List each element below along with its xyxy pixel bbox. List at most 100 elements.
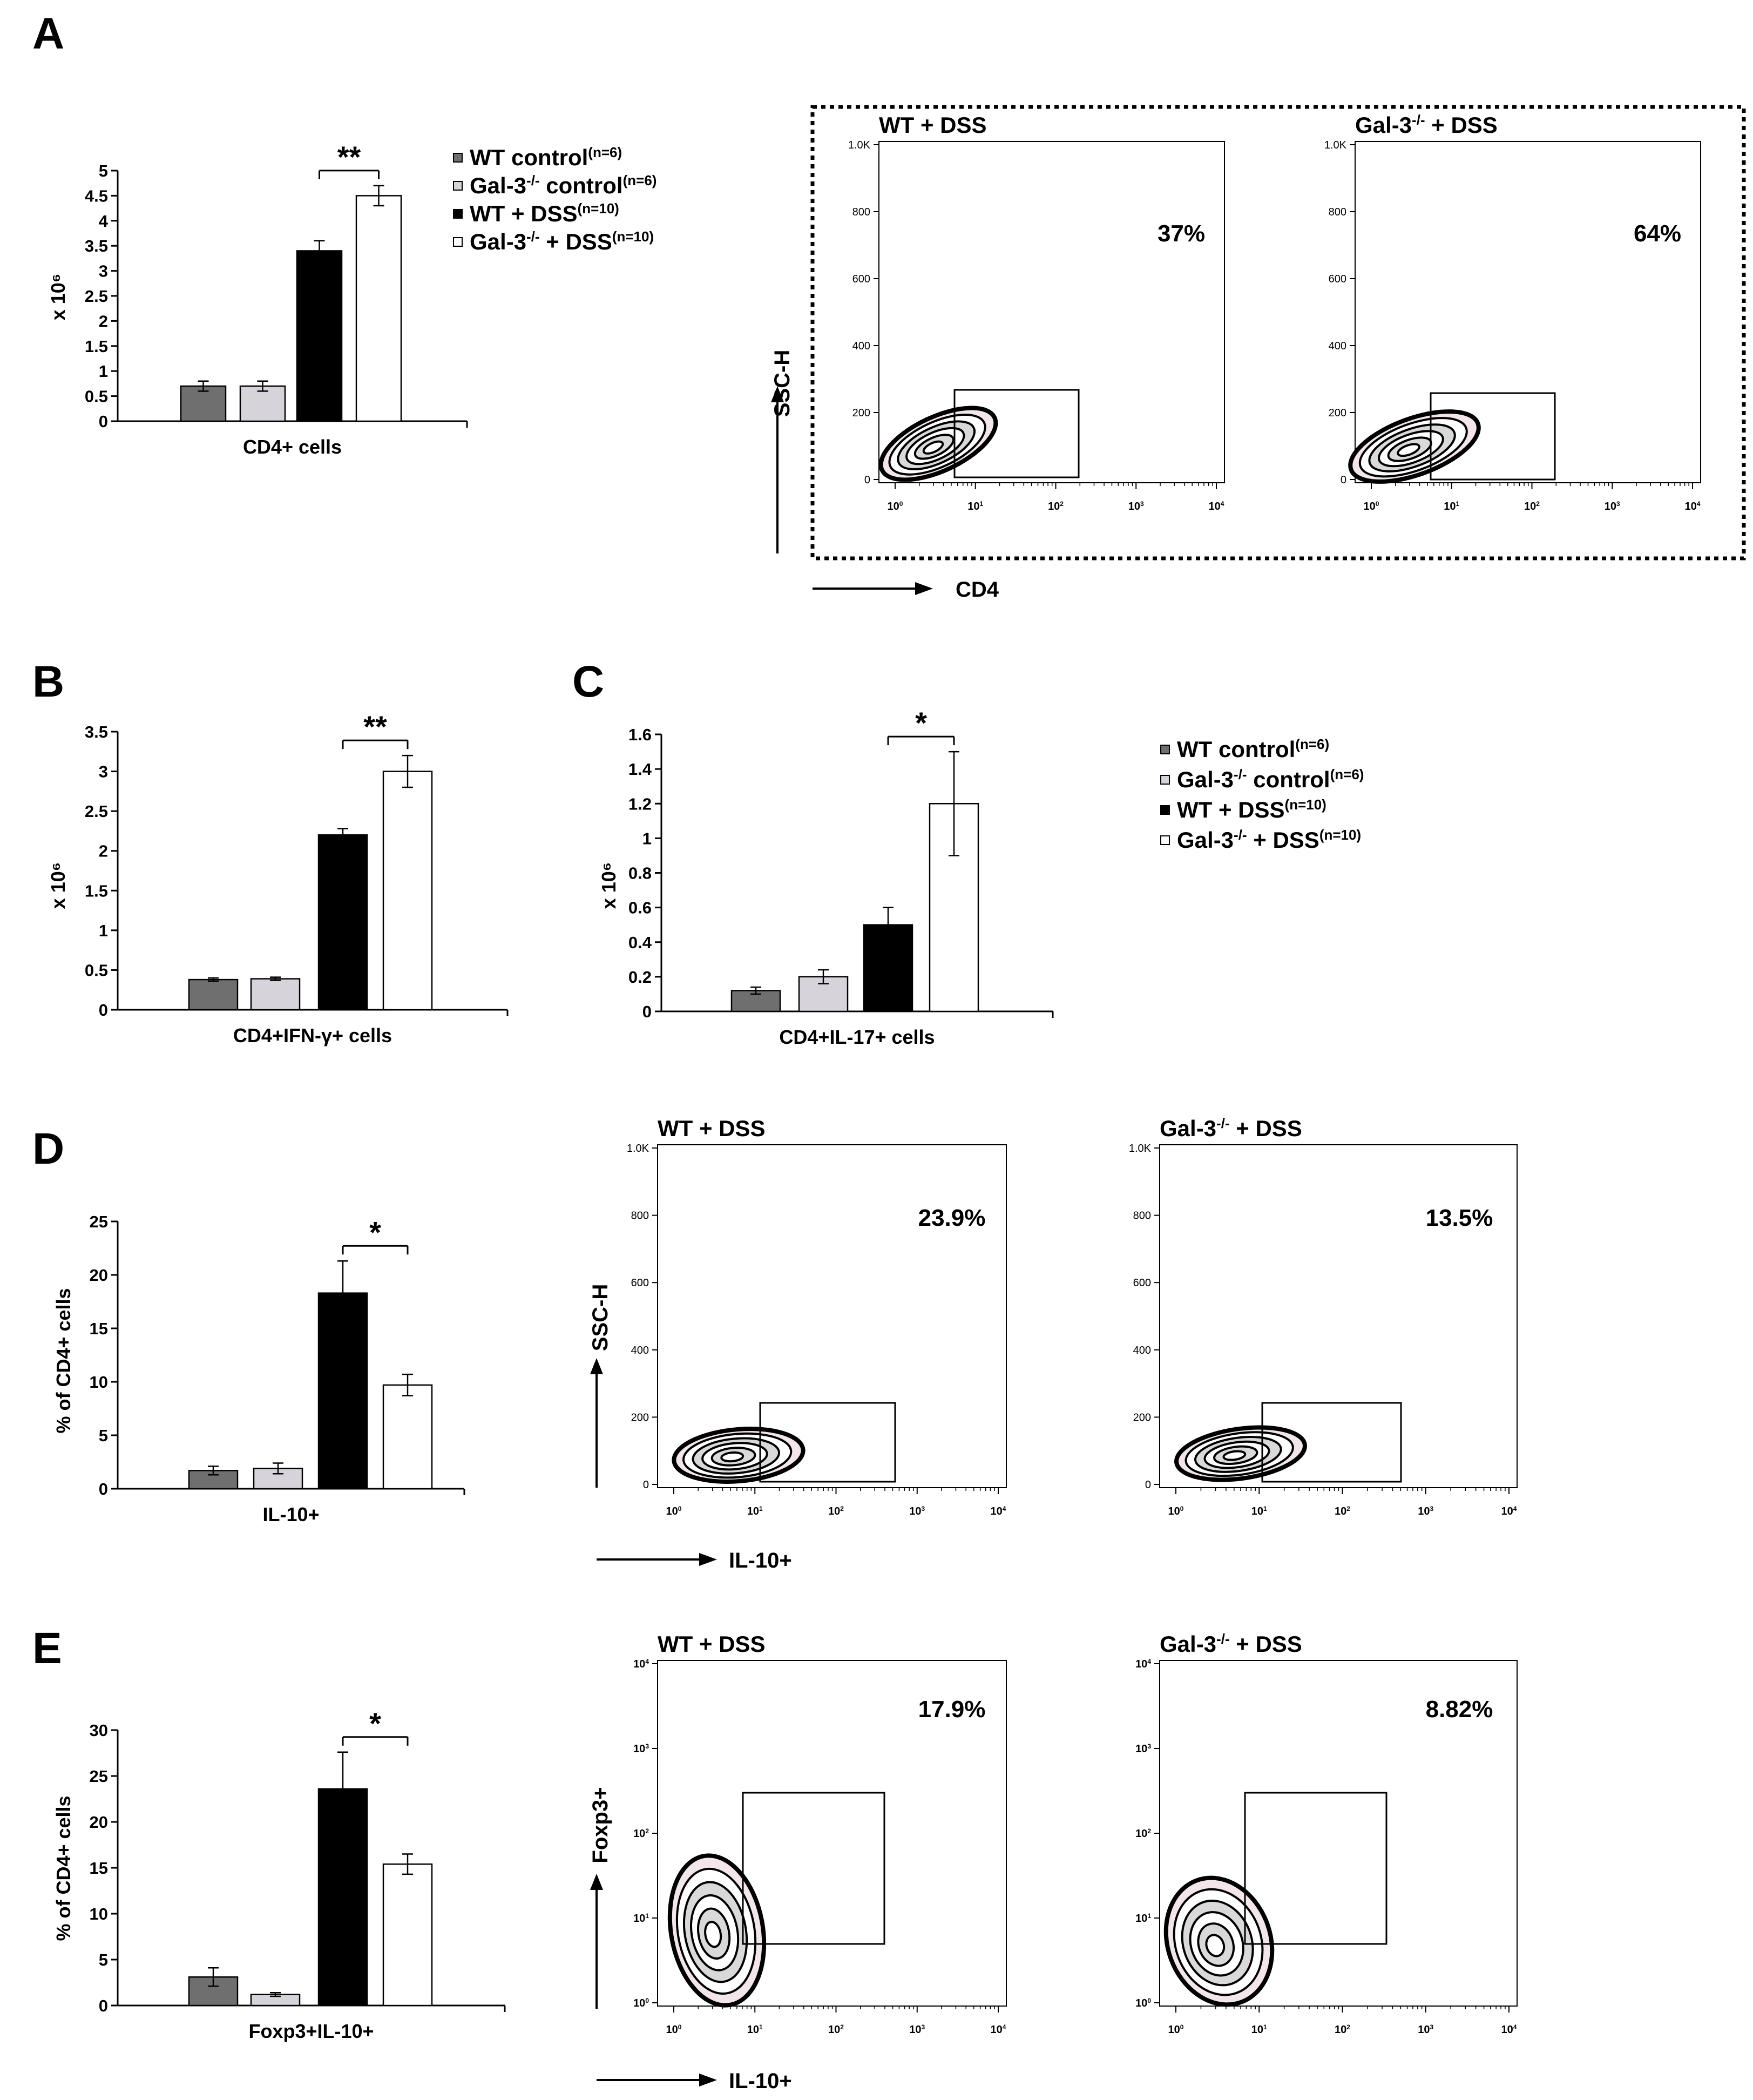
y-tick-label: 5 <box>99 1426 108 1445</box>
bar-4 <box>382 1863 433 2007</box>
flow-axes-a: SSC-H CD4 <box>770 350 999 602</box>
x-tick-label: 102 <box>1048 500 1064 512</box>
x-tick-label: 100 <box>1168 1505 1184 1517</box>
error-bar-4 <box>402 1373 413 1396</box>
significance-stars: * <box>369 1706 381 1740</box>
plot-title: WT + DSS <box>658 1631 766 1657</box>
density-contour <box>1163 1875 1275 2007</box>
gate-percentage: 17.9% <box>918 1696 986 1723</box>
significance-stars: ** <box>337 140 361 174</box>
y-tick-label: 104 <box>633 1658 649 1670</box>
contour-ring <box>1222 1450 1247 1461</box>
y-tick-label: 0 <box>642 1002 652 1021</box>
y-axis-label: % of CD4+ cells <box>52 1795 75 1941</box>
density-contour <box>878 406 998 482</box>
legend-swatch <box>1160 805 1170 815</box>
bar-chart-e: 0 5 10 15 20 25 30 % of CD4+ cells Foxp3+IL-10+ * <box>52 1706 506 2042</box>
x-tick-label: 104 <box>1209 500 1224 512</box>
significance-bracket: ** <box>319 140 380 179</box>
y-axis-label: SSC-H <box>770 350 794 417</box>
x-tick-label: 104 <box>1501 2023 1517 2036</box>
bar-2 <box>250 978 301 1011</box>
contour-ring <box>1397 443 1420 457</box>
density-contour <box>1348 409 1481 484</box>
legend-label: WT control(n=6) <box>470 144 622 170</box>
y-tick-label: 1.5 <box>85 337 108 356</box>
x-axis-label: IL-10+ <box>729 2069 792 2093</box>
x-axis-label: CD4+ cells <box>243 436 342 458</box>
y-tick-label: 1.0K <box>1129 1143 1152 1154</box>
x-tick-label: 103 <box>1418 1505 1433 1517</box>
contour-ring <box>704 1921 722 1948</box>
x-axis-label: CD4 <box>956 578 999 602</box>
y-tick-label: 4 <box>99 212 109 231</box>
panel-label-a: A <box>32 9 64 58</box>
bar-1 <box>188 978 239 1011</box>
bar-4 <box>355 195 402 422</box>
gate <box>953 389 1080 478</box>
y-tick-label: 103 <box>633 1743 649 1755</box>
y-tick-label: 1 <box>99 362 108 381</box>
x-tick-label: 103 <box>909 2023 925 2036</box>
error-bar-4 <box>373 185 384 207</box>
y-tick-label: 0 <box>1341 474 1346 486</box>
y-tick-label: 102 <box>1135 1827 1151 1840</box>
flow-plot-a-1: WT + DSS 0 200 400 600 800 1.0K 100 101 102 103 104… <box>848 112 1225 512</box>
y-tick-label: 800 <box>1133 1210 1151 1222</box>
legend-swatch <box>453 237 463 247</box>
x-tick-label: 104 <box>991 1505 1006 1517</box>
gate-percentage: 13.5% <box>1426 1205 1493 1231</box>
bar-4 <box>382 771 433 1011</box>
y-tick-label: 20 <box>90 1266 108 1285</box>
x-tick-label: 102 <box>1335 1505 1350 1517</box>
error-bar-2 <box>270 976 281 981</box>
gate <box>1244 1792 1387 1945</box>
contour-ring <box>1205 1934 1226 1957</box>
bar-chart-d: 0 5 10 15 20 25 % of CD4+ cells IL-10+ * <box>52 1212 465 1525</box>
plot-title: Gal-3-/- + DSS <box>1355 112 1498 138</box>
y-tick-label: 400 <box>1133 1345 1151 1356</box>
y-tick-label: 1.4 <box>628 760 652 779</box>
y-tick-label: 0 <box>99 1001 108 1019</box>
y-arrow-head <box>590 1874 603 1890</box>
y-tick-label: 400 <box>852 340 870 352</box>
y-axis-label: SSC-H <box>588 1284 612 1351</box>
y-tick-label: 3 <box>99 762 108 781</box>
y-axis-label: x 10⁶ <box>47 274 69 321</box>
bar-chart-b: 0 0.5 1 1.5 2 2.5 3 3.5 x 10⁶ CD4+IFN-γ+ cells ** <box>47 710 509 1046</box>
y-tick-label: 2.5 <box>85 802 108 821</box>
x-tick-label: 101 <box>1251 2023 1267 2036</box>
density-contour <box>672 1427 806 1484</box>
y-tick-label: 3.5 <box>85 237 108 255</box>
y-tick-label: 2 <box>99 312 108 330</box>
y-tick-label: 102 <box>633 1827 649 1840</box>
error-bar-2 <box>818 969 829 984</box>
legend-label: WT + DSS(n=10) <box>1177 796 1326 822</box>
x-axis-label: CD4+IL-17+ cells <box>779 1026 935 1048</box>
error-bar-1 <box>208 1466 219 1476</box>
plot-title: Gal-3-/- + DSS <box>1160 1631 1302 1657</box>
error-bar-3 <box>314 240 325 262</box>
error-bar-4 <box>402 754 413 788</box>
contour-ring <box>720 1451 744 1463</box>
y-tick-label: 800 <box>1329 206 1346 218</box>
gate <box>1430 392 1556 481</box>
y-tick-label: 1.5 <box>85 881 108 900</box>
plot-title: WT + DSS <box>658 1116 766 1141</box>
y-tick-label: 0 <box>99 1996 108 2015</box>
error-bar-4 <box>402 1853 413 1875</box>
legend-middle: WT control(n=6) Gal-3-/- control(n=6) WT +… <box>1160 736 1364 853</box>
legend-label: Gal-3-/- control(n=6) <box>1177 766 1364 792</box>
flow-axes-d: SSC-H IL-10+ <box>588 1284 792 1572</box>
y-tick-label: 1.2 <box>628 794 652 813</box>
y-tick-label: 1 <box>642 829 652 848</box>
error-bar-1 <box>198 380 209 392</box>
gate-percentage: 23.9% <box>918 1205 986 1231</box>
y-tick-label: 800 <box>852 206 870 218</box>
x-arrow-head <box>699 2074 717 2087</box>
y-arrow-head <box>590 1358 603 1374</box>
y-tick-label: 10 <box>90 1905 108 1923</box>
error-bar-1 <box>208 1967 219 1987</box>
